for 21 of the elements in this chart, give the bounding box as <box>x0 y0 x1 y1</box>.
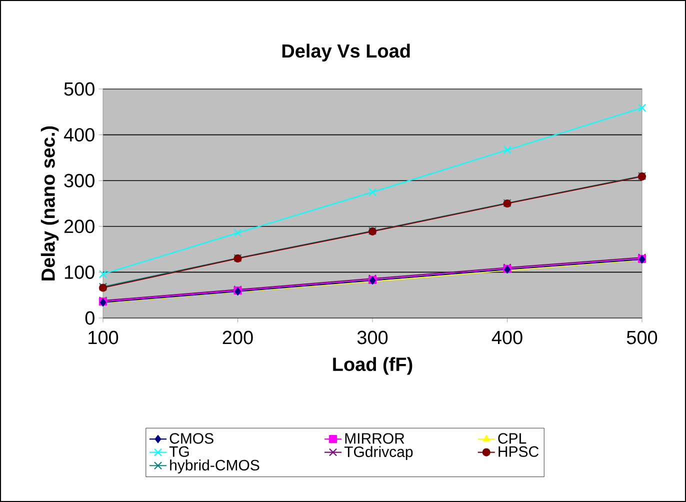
x-tick-label: 400 <box>492 330 522 344</box>
x-axis-title: Load (fF) <box>333 357 412 375</box>
legend-label: hybrid-CMOS <box>170 459 260 474</box>
y-axis-title: Delay (nano sec.) <box>40 126 59 280</box>
x-tick-label: 300 <box>357 330 388 344</box>
x-tick-label: 100 <box>88 330 118 344</box>
legend-label: TGdrivcap <box>344 446 413 460</box>
y-tick-label: 500 <box>64 82 94 96</box>
legend-label: MIRROR <box>345 433 404 444</box>
x-tick-label: 200 <box>222 330 253 344</box>
x-tick-label: 500 <box>626 330 658 344</box>
y-tick-label: 400 <box>64 128 94 142</box>
y-tick-label: 300 <box>64 174 94 188</box>
y-tick-label: 200 <box>64 220 94 234</box>
legend-label: HPSC <box>498 446 539 457</box>
legend-label: CPL <box>498 433 526 444</box>
legend-label: CMOS <box>170 433 214 444</box>
chart-title: Delay Vs Load <box>282 44 410 62</box>
y-tick-label: 0 <box>85 311 94 325</box>
y-tick-label: 100 <box>64 265 94 279</box>
legend-label: TG <box>169 446 189 457</box>
